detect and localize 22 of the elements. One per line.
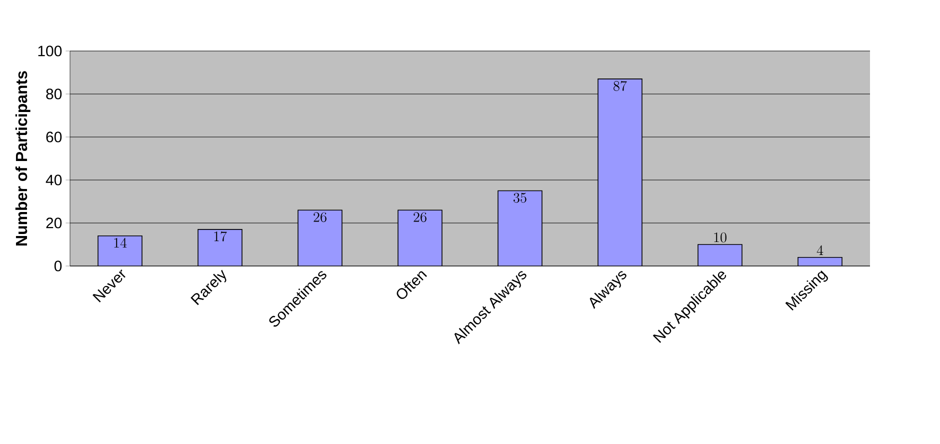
y-tick-label: 20 — [46, 218, 62, 228]
y-tick-label: 0 — [54, 260, 62, 272]
data-label: 87 — [614, 80, 627, 91]
data-label: 26 — [414, 212, 426, 222]
y-tick-label: 100 — [38, 46, 62, 56]
data-label: 4 — [816, 245, 824, 255]
bar — [698, 244, 742, 266]
data-label: 26 — [314, 212, 326, 222]
data-label: 10 — [714, 232, 726, 242]
data-label: 17 — [214, 231, 227, 242]
y-axis-title: Number of Participants — [15, 71, 30, 246]
data-label: 14 — [114, 238, 127, 248]
bar — [98, 235, 142, 266]
data-label: 35 — [514, 192, 526, 203]
y-tick-label: 80 — [46, 88, 62, 100]
bar — [398, 210, 442, 266]
bar — [598, 78, 642, 266]
y-tick-label: 60 — [46, 132, 62, 142]
bar — [198, 229, 242, 266]
y-tick-label: 40 — [46, 174, 62, 186]
bar — [498, 190, 542, 266]
bar — [298, 210, 342, 266]
